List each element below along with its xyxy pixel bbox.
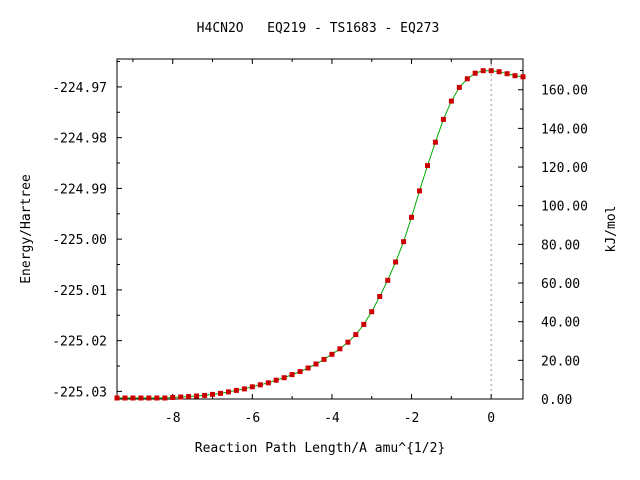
data-point: [520, 74, 526, 80]
y2-tick-label: 120.00: [541, 161, 588, 176]
x-tick-label: -2: [404, 411, 420, 426]
data-point: [480, 68, 486, 74]
data-point: [329, 351, 335, 357]
data-point: [218, 390, 223, 396]
data-point: [464, 76, 470, 82]
data-point: [146, 395, 152, 401]
data-point: [385, 277, 391, 283]
data-point: [337, 346, 343, 352]
data-point: [456, 84, 462, 90]
data-point: [226, 389, 231, 395]
data-point: [432, 139, 438, 145]
data-point: [114, 395, 120, 401]
y-tick-label: -225.02: [52, 335, 107, 350]
data-point: [162, 395, 168, 401]
y-tick-label: -224.99: [52, 182, 107, 197]
y2-tick-label: 160.00: [541, 84, 588, 99]
data-point: [472, 70, 478, 76]
series-line: [117, 70, 524, 399]
data-point: [154, 395, 160, 401]
data-point: [440, 116, 446, 122]
chart-title: H4CN2O EQ219 - TS1683 - EQ273: [197, 21, 440, 36]
data-point: [353, 332, 359, 338]
data-point: [233, 387, 239, 393]
data-point: [130, 395, 136, 401]
x-tick-label: -4: [324, 411, 340, 426]
data-point: [313, 361, 319, 367]
data-point: [425, 163, 430, 169]
y2-tick-label: 0.00: [541, 393, 572, 408]
y-axis-label: Energy/Hartree: [19, 174, 34, 284]
data-point: [305, 365, 311, 371]
data-point: [186, 394, 192, 399]
data-point: [345, 339, 351, 345]
series-markers: [114, 68, 526, 401]
y2-tick-label: 140.00: [541, 122, 588, 137]
data-point: [249, 384, 255, 390]
x-tick-label: -6: [245, 411, 261, 426]
data-point: [297, 369, 303, 375]
data-point: [289, 372, 295, 378]
x-tick-label: 0: [487, 411, 495, 426]
plot-area: [116, 58, 524, 400]
data-point: [257, 382, 263, 388]
data-point: [361, 321, 367, 327]
y2-tick-label: 100.00: [541, 200, 588, 215]
y-axis: -224.97 -224.98 -224.99 -225.00 -225.01 -225.…: [52, 61, 122, 400]
y2-tick-label: 40.00: [541, 316, 580, 331]
x-axis: -8 -6 -4 -2 0: [132, 59, 495, 426]
y2-axis: 160.00 140.00 120.00 100.00 80.00 60.00 40.00 2…: [518, 69, 588, 408]
data-point: [321, 356, 327, 362]
data-point: [512, 73, 518, 79]
data-point: [241, 386, 247, 392]
y-tick-label: -224.98: [52, 132, 107, 147]
y-tick-label: -225.01: [52, 284, 107, 299]
data-point: [496, 69, 502, 75]
x-tick-label: -8: [165, 411, 181, 426]
data-point: [417, 188, 422, 194]
y-tick-label: -225.00: [52, 233, 107, 248]
data-point: [369, 309, 375, 315]
data-point: [265, 380, 271, 386]
data-point: [488, 68, 494, 74]
data-point: [178, 394, 184, 400]
data-point: [138, 395, 144, 401]
data-point: [202, 392, 208, 398]
data-point: [393, 259, 399, 265]
y2-tick-label: 20.00: [541, 354, 580, 369]
data-point: [210, 391, 215, 397]
data-point: [448, 98, 454, 104]
data-point: [281, 375, 287, 381]
data-point: [194, 393, 200, 399]
data-point: [401, 239, 407, 245]
y2-tick-label: 80.00: [541, 238, 580, 253]
y-tick-label: -224.97: [52, 81, 107, 96]
data-point: [273, 377, 279, 383]
data-point: [504, 71, 510, 77]
y2-tick-label: 60.00: [541, 277, 580, 292]
data-point: [409, 214, 414, 220]
data-point: [170, 395, 176, 400]
y2-axis-label: kJ/mol: [604, 206, 619, 253]
data-point: [377, 294, 383, 299]
x-axis-label: Reaction Path Length/A amu^{1/2}: [195, 441, 445, 456]
y-tick-label: -225.03: [52, 385, 107, 400]
data-point: [122, 395, 128, 401]
